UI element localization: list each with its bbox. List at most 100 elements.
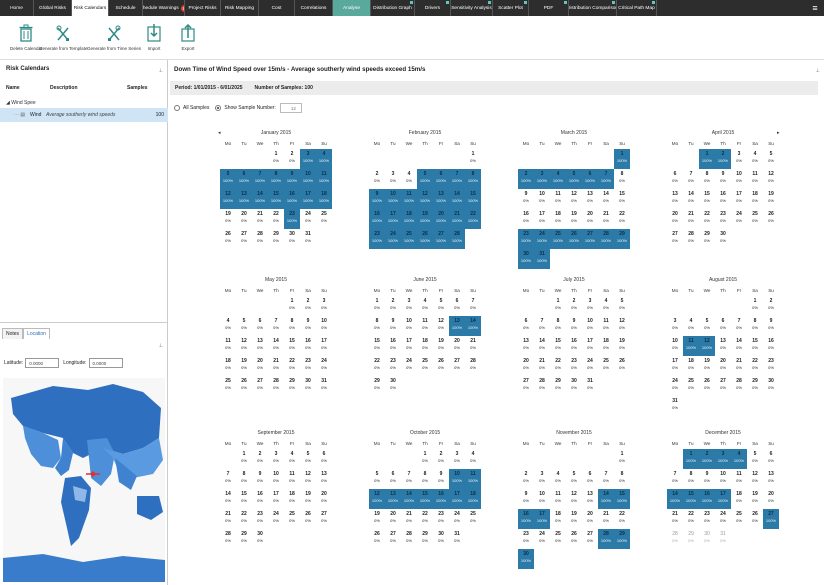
calendar-day[interactable]: 15 100% [683, 489, 699, 509]
calendar-day[interactable]: 23 0% [715, 209, 731, 229]
calendar-day[interactable]: 21 0% [401, 509, 417, 529]
calendar-day[interactable]: 18 100% [316, 189, 332, 209]
calendar-day[interactable]: 22 0% [683, 509, 699, 529]
tab-cost[interactable]: Cost [259, 0, 295, 16]
calendar-day[interactable]: 4 0% [598, 296, 614, 316]
calendar-day[interactable]: 22 0% [284, 356, 300, 376]
calendar-day[interactable]: 26 0% [236, 376, 252, 396]
calendar-day[interactable]: 28 100% [598, 529, 614, 549]
tab-notes[interactable]: Notes [2, 328, 24, 339]
calendar-day[interactable]: 14 0% [220, 489, 236, 509]
calendar-day[interactable]: 23 100% [518, 229, 534, 249]
calendar-day[interactable]: 27 0% [582, 529, 598, 549]
calendar-day[interactable]: 25 100% [550, 229, 566, 249]
calendar-day[interactable]: 30 0% [699, 529, 715, 549]
delete-calendar-button[interactable]: Delete Calendar [10, 24, 43, 51]
calendar-day[interactable]: 13 0% [667, 189, 683, 209]
calendar-day[interactable]: 14 0% [268, 336, 284, 356]
calendar-day[interactable]: 27 100% [582, 229, 598, 249]
calendar-day[interactable]: 4 0% [401, 169, 417, 189]
calendar-day[interactable]: 18 0% [550, 209, 566, 229]
generate-time-series-button[interactable]: Generate from Time Series [87, 24, 141, 51]
calendar-day[interactable]: 12 0% [614, 316, 630, 336]
calendar-day[interactable]: 13 0% [252, 336, 268, 356]
calendar-day[interactable]: 31 0% [582, 376, 598, 396]
calendar-day[interactable]: 9 0% [518, 189, 534, 209]
calendar-day[interactable]: 22 100% [465, 209, 481, 229]
calendar-day[interactable]: 7 0% [683, 169, 699, 189]
calendar-day[interactable]: 7 0% [220, 469, 236, 489]
calendar-day[interactable]: 14 0% [683, 189, 699, 209]
calendar-day[interactable]: 9 0% [763, 316, 779, 336]
calendar-day[interactable]: 26 0% [566, 529, 582, 549]
calendar-day[interactable]: 25 0% [731, 509, 747, 529]
export-button[interactable]: Export [181, 24, 195, 51]
calendar-day[interactable]: 4 0% [683, 316, 699, 336]
calendar-day[interactable]: 21 0% [598, 209, 614, 229]
calendar-day[interactable]: 29 0% [268, 229, 284, 249]
prev-arrow-icon[interactable]: ◂ [218, 130, 221, 136]
calendar-day[interactable]: 2 0% [300, 296, 316, 316]
calendar-day[interactable]: 19 0% [763, 189, 779, 209]
calendar-day[interactable]: 18 0% [731, 489, 747, 509]
tab-schedule[interactable]: Schedule [109, 0, 143, 16]
calendar-day[interactable]: 9 0% [385, 316, 401, 336]
calendar-day[interactable]: 14 0% [731, 336, 747, 356]
calendar-day[interactable]: 7 0% [268, 316, 284, 336]
calendar-day[interactable]: 7 100% [449, 169, 465, 189]
calendar-day[interactable]: 2 0% [518, 469, 534, 489]
calendar-day[interactable]: 16 100% [699, 489, 715, 509]
col-description[interactable]: Description [50, 85, 78, 91]
calendar-day[interactable]: 25 0% [284, 509, 300, 529]
calendar-day[interactable]: 19 0% [433, 336, 449, 356]
calendar-day[interactable]: 5 100% [417, 169, 433, 189]
calendar-day[interactable]: 4 100% [550, 169, 566, 189]
calendar-day[interactable]: 7 0% [667, 469, 683, 489]
calendar-day[interactable]: 31 100% [534, 249, 550, 269]
calendar-day[interactable]: 26 100% [566, 229, 582, 249]
calendar-day[interactable]: 17 100% [300, 189, 316, 209]
calendar-day[interactable]: 3 0% [731, 149, 747, 169]
collapse-icon[interactable]: ◢ [6, 100, 12, 106]
calendar-day[interactable]: 27 0% [252, 376, 268, 396]
calendar-day[interactable]: 20 0% [518, 356, 534, 376]
tree-row-wind[interactable]: ⋯ ▤ Wind Average southerly wind speeds 1… [0, 108, 168, 122]
calendar-day[interactable]: 28 100% [449, 229, 465, 249]
calendar-day[interactable]: 21 0% [731, 356, 747, 376]
calendar-day[interactable]: 25 0% [550, 529, 566, 549]
calendar-day[interactable]: 12 0% [566, 189, 582, 209]
calendar-day[interactable]: 22 0% [369, 356, 385, 376]
calendar-day[interactable]: 5 100% [220, 169, 236, 189]
calendar-day[interactable]: 31 0% [449, 529, 465, 549]
tab-pdf[interactable]: PDF [529, 0, 569, 16]
tree-group[interactable]: ◢ Wind Spee [0, 98, 168, 108]
tab-risk-mapping[interactable]: Risk Mapping [221, 0, 259, 16]
calendar-day[interactable]: 11 100% [316, 169, 332, 189]
calendar-day[interactable]: 3 0% [449, 449, 465, 469]
calendar-day[interactable]: 4 0% [465, 449, 481, 469]
calendar-day[interactable]: 27 0% [385, 529, 401, 549]
calendar-day[interactable]: 29 0% [284, 376, 300, 396]
calendar-day[interactable]: 10 0% [667, 336, 683, 356]
calendar-day[interactable]: 26 0% [763, 209, 779, 229]
calendar-day[interactable]: 2 100% [715, 149, 731, 169]
calendar-day[interactable]: 19 0% [220, 209, 236, 229]
calendar-day[interactable]: 12 0% [566, 489, 582, 509]
calendar-day[interactable]: 14 100% [465, 316, 481, 336]
calendar-day[interactable]: 30 0% [300, 376, 316, 396]
calendar-day[interactable]: 25 0% [747, 209, 763, 229]
calendar-day[interactable]: 14 100% [449, 189, 465, 209]
calendar-day[interactable]: 28 0% [534, 376, 550, 396]
col-samples[interactable]: Samples [127, 85, 148, 91]
calendar-day[interactable]: 19 100% [417, 209, 433, 229]
calendar-day[interactable]: 8 0% [614, 169, 630, 189]
calendar-day[interactable]: 25 0% [316, 209, 332, 229]
calendar-day[interactable]: 13 0% [582, 489, 598, 509]
calendar-day[interactable]: 11 0% [220, 336, 236, 356]
calendar-day[interactable]: 3 100% [715, 449, 731, 469]
latitude-field[interactable]: 0.0000 [25, 358, 60, 368]
calendar-day[interactable]: 21 0% [465, 336, 481, 356]
calendar-day[interactable]: 2 0% [566, 296, 582, 316]
calendar-day[interactable]: 18 100% [465, 489, 481, 509]
calendar-day[interactable]: 15 0% [699, 189, 715, 209]
